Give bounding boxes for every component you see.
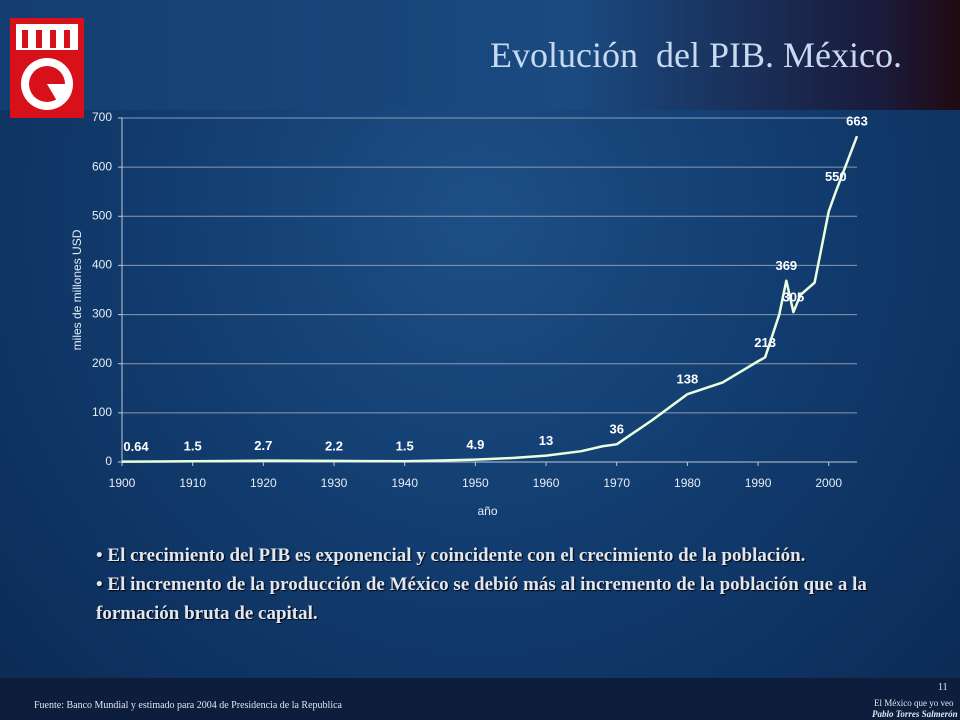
footer-text: El México que yo veo — [874, 698, 954, 708]
source-note: Fuente: Banco Mundial y estimado para 20… — [34, 700, 342, 711]
x-tick-label: 1960 — [533, 476, 560, 490]
header-band — [0, 0, 960, 110]
data-label: 663 — [846, 114, 868, 129]
data-label: 213 — [754, 335, 776, 350]
x-tick-label: 1970 — [603, 476, 630, 490]
data-label: 369 — [775, 258, 797, 273]
y-tick-label: 400 — [92, 258, 112, 272]
x-tick-label: 1940 — [391, 476, 418, 490]
data-label: 2.7 — [254, 438, 272, 453]
y-tick-label: 0 — [105, 454, 112, 468]
data-label: 0.64 — [123, 439, 149, 454]
page-number: 11 — [938, 682, 948, 693]
data-label: 550 — [825, 169, 847, 184]
data-label: 4.9 — [466, 437, 484, 452]
x-tick-label: 1980 — [674, 476, 701, 490]
y-tick-label: 700 — [92, 110, 112, 124]
data-label: 2.2 — [325, 438, 343, 453]
data-label: 1.5 — [184, 439, 202, 454]
data-line — [121, 135, 859, 463]
x-tick-label: 1950 — [462, 476, 489, 490]
x-tick-label: 1920 — [250, 476, 277, 490]
y-tick-label: 200 — [92, 356, 112, 370]
logo — [10, 18, 84, 118]
y-tick-label: 300 — [92, 307, 112, 321]
data-label: 36 — [609, 422, 623, 437]
bullet: El crecimiento del PIB es exponencial y … — [96, 541, 916, 570]
x-tick-label: 2000 — [815, 476, 842, 490]
y-axis-title: miles de millones USD — [70, 229, 84, 350]
footer-author: Pablo Torres Salmerón — [872, 709, 958, 719]
x-tick-label: 1930 — [321, 476, 348, 490]
data-label: 1.5 — [396, 439, 414, 454]
data-label: 305 — [783, 290, 805, 305]
chart: 0 100 200 300 400 500 600 700 1900 1910 1920 1930 19… — [70, 110, 868, 518]
x-tick-label: 1900 — [109, 476, 136, 490]
x-tick-label: 1990 — [745, 476, 772, 490]
bullet-list: El crecimiento del PIB es exponencial y … — [96, 541, 916, 628]
x-axis-title: año — [477, 504, 497, 518]
bullet: El incremento de la producción de México… — [96, 570, 916, 628]
data-label: 13 — [539, 433, 553, 448]
slide-title: Evolución del PIB. México. — [490, 35, 902, 75]
x-tick-label: 1910 — [179, 476, 206, 490]
footer-band: Fuente: Banco Mundial y estimado para 20… — [0, 678, 960, 720]
y-tick-label: 100 — [92, 405, 112, 419]
y-tick-label: 500 — [92, 208, 112, 222]
y-tick-label: 600 — [92, 159, 112, 173]
data-label: 138 — [677, 372, 699, 387]
